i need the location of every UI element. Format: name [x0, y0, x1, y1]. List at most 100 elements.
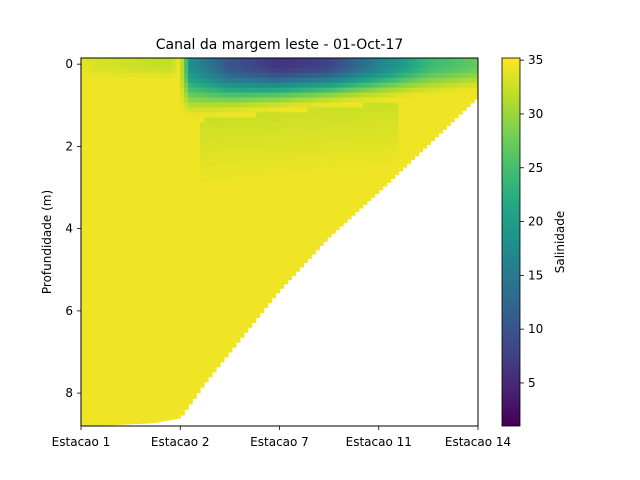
heatmap-cell — [120, 314, 126, 321]
heatmap-cell — [346, 127, 352, 133]
heatmap-cell — [358, 156, 364, 163]
heatmap-cell — [287, 62, 293, 69]
heatmap-cell — [156, 240, 161, 247]
heatmap-cell — [172, 329, 177, 335]
heatmap-cell — [152, 289, 158, 296]
heatmap-cell — [140, 141, 146, 148]
heatmap-cell — [88, 358, 94, 365]
heatmap-cell — [227, 280, 233, 286]
heatmap-cell — [108, 275, 114, 281]
heatmap-cells — [81, 58, 478, 426]
heatmap-cell — [136, 220, 142, 227]
heatmap-cell — [315, 117, 320, 123]
heatmap-cell — [462, 87, 467, 94]
heatmap-cell — [120, 82, 126, 89]
heatmap-cell — [148, 289, 154, 296]
heatmap-cell — [255, 225, 261, 232]
heatmap-cell — [144, 319, 150, 326]
heatmap-cell — [208, 230, 213, 237]
heatmap-cell — [92, 181, 98, 187]
heatmap-cell — [88, 383, 94, 390]
heatmap-cell — [188, 215, 193, 222]
heatmap-cell — [112, 191, 118, 197]
heatmap-cell — [267, 245, 273, 252]
heatmap-cell — [192, 314, 197, 321]
heatmap-cell — [188, 77, 193, 84]
heatmap-cell — [176, 403, 181, 409]
heatmap-cell — [279, 166, 285, 173]
heatmap-cell — [343, 92, 348, 99]
heatmap-cell — [88, 255, 94, 261]
heatmap-cell — [394, 87, 400, 94]
heatmap-cell — [160, 151, 165, 158]
heatmap-cell — [124, 112, 130, 118]
heatmap-cell — [259, 112, 265, 118]
heatmap-cell — [271, 122, 277, 128]
heatmap-cell — [287, 225, 293, 232]
heatmap-cell — [259, 260, 265, 266]
heatmap-cell — [148, 62, 154, 69]
heatmap-cell — [132, 82, 138, 89]
heatmap-cell — [200, 107, 205, 113]
heatmap-cell — [144, 299, 150, 306]
heatmap-cell — [287, 250, 293, 256]
heatmap-cell — [331, 136, 336, 143]
heatmap-cell — [132, 344, 138, 350]
heatmap-cell — [402, 156, 408, 163]
heatmap-cell — [394, 67, 400, 74]
heatmap-cell — [215, 319, 221, 326]
heatmap-cell — [168, 127, 173, 133]
heatmap-cell — [390, 58, 396, 64]
heatmap-cell — [239, 309, 245, 316]
heatmap-cell — [311, 156, 316, 163]
heatmap-cell — [160, 77, 165, 84]
heatmap-cell — [339, 196, 344, 202]
heatmap-cell — [243, 220, 249, 227]
heatmap-cell — [120, 62, 126, 69]
heatmap-cell — [362, 176, 368, 182]
heatmap-cell — [470, 102, 475, 104]
heatmap-cell — [406, 161, 412, 164]
heatmap-cell — [164, 210, 169, 217]
heatmap-cell — [239, 324, 245, 330]
heatmap-cell — [144, 102, 150, 108]
heatmap-cell — [92, 136, 98, 143]
heatmap-cell — [438, 62, 443, 69]
heatmap-cell — [200, 329, 205, 335]
heatmap-cell — [307, 245, 312, 252]
heatmap-cell — [339, 176, 344, 182]
heatmap-cell — [267, 220, 273, 227]
heatmap-cell — [390, 176, 396, 179]
heatmap-cell — [219, 230, 225, 237]
heatmap-cell — [152, 413, 158, 419]
heatmap-cell — [100, 161, 106, 168]
heatmap-cell — [124, 289, 130, 296]
heatmap-cell — [120, 378, 126, 385]
heatmap-cell — [299, 215, 304, 222]
heatmap-cell — [390, 136, 396, 143]
heatmap-cell — [319, 97, 324, 103]
heatmap-cell — [346, 97, 352, 103]
heatmap-cell — [315, 171, 320, 178]
heatmap-cell — [140, 77, 146, 84]
heatmap-cell — [378, 72, 384, 79]
heatmap-cell — [116, 344, 122, 350]
heatmap-cell — [81, 324, 86, 330]
heatmap-cell — [212, 363, 217, 370]
heatmap-cell — [108, 314, 114, 321]
heatmap-cell — [358, 77, 364, 84]
heatmap-cell — [339, 102, 344, 108]
heatmap-cell — [223, 176, 229, 182]
heatmap-cell — [263, 87, 269, 94]
heatmap-cell — [140, 112, 146, 118]
heatmap-cell — [414, 112, 420, 118]
heatmap-cell — [108, 324, 114, 330]
heatmap-cell — [180, 413, 185, 416]
heatmap-cell — [343, 220, 348, 223]
heatmap-cell — [92, 363, 98, 370]
heatmap-cell — [172, 87, 177, 94]
heatmap-cell — [215, 77, 221, 84]
heatmap-cell — [84, 156, 90, 163]
heatmap-cell — [192, 122, 197, 128]
heatmap-cell — [362, 166, 368, 173]
